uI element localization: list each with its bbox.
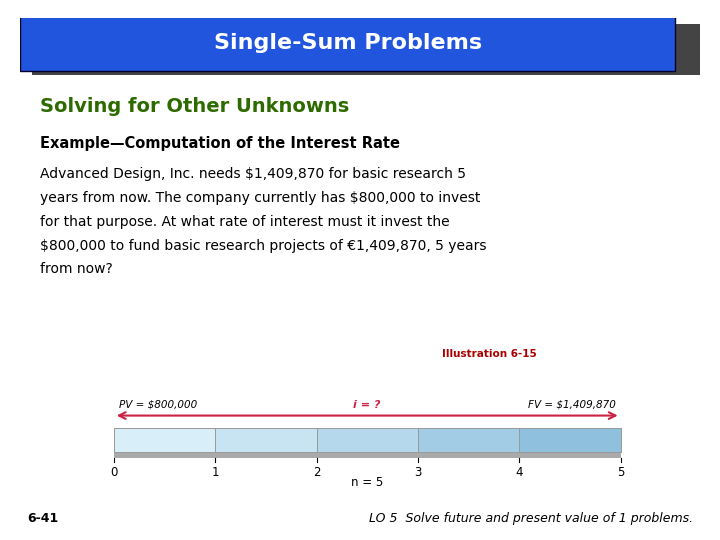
FancyBboxPatch shape: [32, 24, 700, 84]
Text: Illustration 6-15: Illustration 6-15: [442, 349, 537, 360]
FancyBboxPatch shape: [20, 16, 675, 71]
Text: n = 5: n = 5: [351, 476, 383, 489]
Text: 2: 2: [312, 466, 320, 479]
Bar: [317, 428, 418, 452]
Text: 4: 4: [516, 466, 523, 479]
Text: i = ?: i = ?: [354, 400, 381, 410]
Text: Single-Sum Problems: Single-Sum Problems: [214, 33, 482, 53]
Text: Example—Computation of the Interest Rate: Example—Computation of the Interest Rate: [40, 136, 400, 151]
Bar: [215, 428, 317, 452]
Text: years from now. The company currently has $800,000 to invest: years from now. The company currently ha…: [40, 191, 480, 205]
Text: LO 5  Solve future and present value of 1 problems.: LO 5 Solve future and present value of 1…: [369, 512, 693, 525]
Text: 5: 5: [617, 466, 624, 479]
Text: FV = $1,409,870: FV = $1,409,870: [528, 400, 616, 410]
Text: Advanced Design, Inc. needs $1,409,870 for basic research 5: Advanced Design, Inc. needs $1,409,870 f…: [40, 167, 466, 181]
Text: 1: 1: [212, 466, 219, 479]
Text: 0: 0: [110, 466, 117, 479]
Bar: [114, 428, 215, 452]
Text: 6-41: 6-41: [27, 512, 58, 525]
Text: Solving for Other Unknowns: Solving for Other Unknowns: [40, 97, 349, 116]
Text: from now?: from now?: [40, 262, 112, 276]
Text: $800,000 to fund basic research projects of €1,409,870, 5 years: $800,000 to fund basic research projects…: [40, 239, 486, 253]
Bar: [519, 428, 621, 452]
Text: PV = $800,000: PV = $800,000: [119, 400, 197, 410]
Text: 3: 3: [414, 466, 421, 479]
Bar: [114, 451, 621, 458]
Bar: [418, 428, 519, 452]
Text: for that purpose. At what rate of interest must it invest the: for that purpose. At what rate of intere…: [40, 215, 449, 229]
